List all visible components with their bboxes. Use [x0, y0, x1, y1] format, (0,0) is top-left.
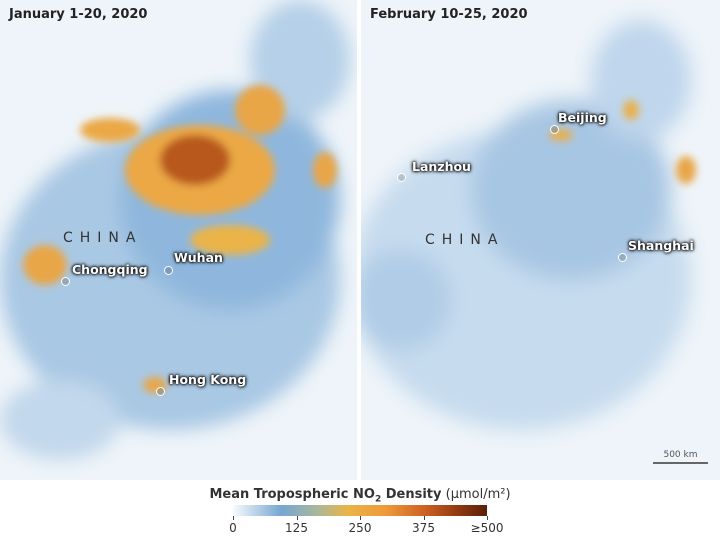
legend-tick [296, 516, 298, 520]
city-marker-icon [156, 387, 165, 396]
panel-title: January 1-20, 2020 [9, 7, 148, 22]
legend-tick-label: 125 [285, 521, 308, 535]
legend-tick-label: 375 [412, 521, 435, 535]
city-marker-icon [164, 266, 173, 275]
scale-bar: 500 km [653, 450, 708, 464]
legend-tick [233, 516, 234, 520]
map-panel-january: January 1-20, 2020 CHINA Chongqing Wuhan… [0, 0, 357, 480]
color-scale-bar [233, 505, 487, 516]
city-marker-icon [550, 125, 559, 134]
legend-tick-label: ≥500 [470, 521, 504, 535]
legend-title: Mean Tropospheric NO2 Density (µmol/m²) [209, 487, 511, 505]
no2-map-february [361, 20, 696, 430]
country-label: CHINA [63, 230, 143, 246]
legend-tick [423, 516, 425, 520]
map-panel-february: February 10-25, 2020 CHINA Beijing Lanzh… [361, 0, 720, 480]
city-marker-icon [61, 277, 70, 286]
color-legend: Mean Tropospheric NO2 Density (µmol/m²) [0, 480, 720, 545]
legend-tick [487, 516, 488, 520]
city-marker-icon [397, 173, 406, 182]
legend-tick [360, 516, 361, 520]
legend-tick-label: 250 [348, 521, 372, 535]
panel-title: February 10-25, 2020 [370, 7, 528, 22]
city-marker-icon [618, 253, 627, 262]
no2-map-january [0, 0, 350, 460]
country-label: CHINA [425, 232, 505, 248]
legend-tick-label: 0 [229, 521, 237, 535]
